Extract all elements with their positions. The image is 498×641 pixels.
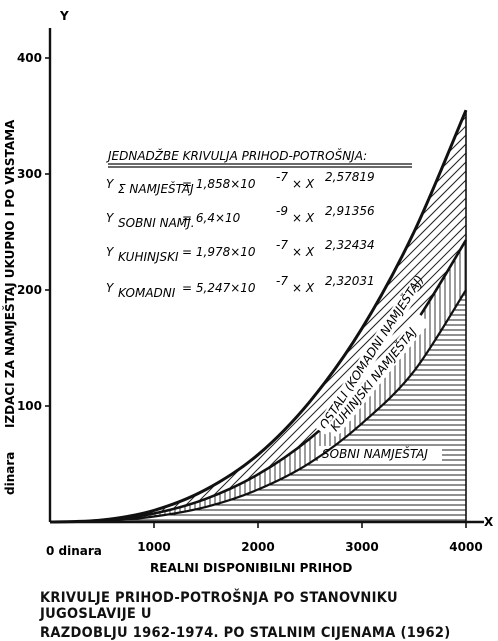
hatch-line xyxy=(50,110,248,522)
hatch-line xyxy=(50,110,302,522)
equation-row: Y SOBNI NAMJ.= 6,4×10 -9 × X 2,91356 xyxy=(106,204,375,230)
hatch-line xyxy=(447,110,466,522)
hatch-line xyxy=(438,110,466,522)
equation-row: Y KOMADNI = 5,247×10 -7 × X 2,32031 xyxy=(106,274,375,300)
caption-line-1: KRIVULJE PRIHOD-POTROŠNJA PO STANOVNIKU … xyxy=(40,590,398,622)
hatch-line xyxy=(50,110,239,522)
equation-subscript: Σ NAMJEŠTAJ xyxy=(118,181,194,196)
equation-exp2: 2,32434 xyxy=(325,238,375,252)
equation-exp1: -9 xyxy=(276,204,288,218)
series-label-bg xyxy=(314,284,420,436)
x-tick-label: 2000 xyxy=(241,540,274,554)
equation-exp2: 2,57819 xyxy=(325,170,375,184)
hatch-line xyxy=(50,110,320,522)
series-label-bg xyxy=(324,313,430,438)
hatch-line xyxy=(475,102,498,522)
equation-mid: × X xyxy=(292,211,315,225)
equation-exp1: -7 xyxy=(276,170,288,184)
series-curve-1 xyxy=(49,109,468,524)
equation-exp1: -7 xyxy=(276,274,288,288)
equation-mid: × X xyxy=(292,245,315,259)
x-axis-title: REALNI DISPONIBILNI PRIHOD xyxy=(150,561,352,575)
equation-exp2: 2,32031 xyxy=(325,274,375,288)
x-tick-label: 3000 xyxy=(345,540,378,554)
y-tick-label: 300 xyxy=(17,167,42,181)
hatch-line xyxy=(50,110,311,522)
x-axis-letter: X xyxy=(484,515,494,529)
y-axis-letter: Y xyxy=(59,9,69,23)
series-label-sobni: SOBNI NAMJEŠTAJ xyxy=(322,446,428,461)
hatch-line xyxy=(465,110,466,522)
hatch-line xyxy=(50,110,221,522)
y-tick-label: 400 xyxy=(17,51,42,65)
x-tick-label: 4000 xyxy=(449,540,482,554)
equation-subscript: KOMADNI xyxy=(118,286,176,300)
equation-exp1: -7 xyxy=(276,238,288,252)
x-axis-zero-label: 0 dinara xyxy=(46,544,102,558)
hatch-line xyxy=(50,110,356,522)
hatch-line xyxy=(50,110,365,522)
equation-rhs: = 6,4×10 xyxy=(182,211,241,225)
hatch-line xyxy=(204,110,466,522)
y-tick-label: 100 xyxy=(17,399,42,413)
equation-subscript: SOBNI NAMJ. xyxy=(118,216,195,230)
hatch-line xyxy=(484,102,498,522)
series-label-bg xyxy=(318,446,442,462)
y-tick-label: 200 xyxy=(17,283,42,297)
hatch-line xyxy=(493,102,498,522)
hatch-line xyxy=(50,110,257,522)
equation-mid: × X xyxy=(292,281,315,295)
equation-row: Y KUHINJSKI = 1,978×10 -7 × X 2,32434 xyxy=(106,238,375,264)
y-axis-unit: dinara xyxy=(3,452,17,495)
hatch-line xyxy=(50,110,347,522)
hatch-line xyxy=(50,110,284,522)
x-tick-label: 1000 xyxy=(137,540,170,554)
axis-layer: 1000 2000 3000 4000 100 200 300 400 xyxy=(17,28,484,554)
hatch-line xyxy=(50,110,230,522)
hatch-line xyxy=(50,110,275,522)
equation-rhs: = 1,858×10 xyxy=(182,177,256,191)
equation-rhs: = 1,978×10 xyxy=(182,245,256,259)
caption-line-2: RAZDOBLJU 1962-1974. PO STALNIM CIJENAMA… xyxy=(40,625,451,641)
equation-y: Y xyxy=(106,281,115,295)
equation-y: Y xyxy=(106,211,115,225)
equation-y: Y xyxy=(106,245,115,259)
hatch-line xyxy=(50,110,293,522)
equation-subscript: KUHINJSKI xyxy=(118,250,179,264)
equation-y: Y xyxy=(106,177,115,191)
series-curve-3 xyxy=(49,289,467,524)
equation-exp2: 2,91356 xyxy=(325,204,375,218)
equation-mid: × X xyxy=(292,177,315,191)
equations-title: JEDNADŽBE KRIVULJA PRIHOD-POTROŠNJA: xyxy=(106,148,367,163)
y-axis-title: IZDACI ZA NAMJEŠTAJ UKUPNO I PO VRSTAMA xyxy=(2,119,17,428)
hatch-line xyxy=(50,110,266,522)
caption: KRIVULJE PRIHOD-POTROŠNJA PO STANOVNIKU … xyxy=(40,590,490,641)
equation-rhs: = 5,247×10 xyxy=(182,281,256,295)
